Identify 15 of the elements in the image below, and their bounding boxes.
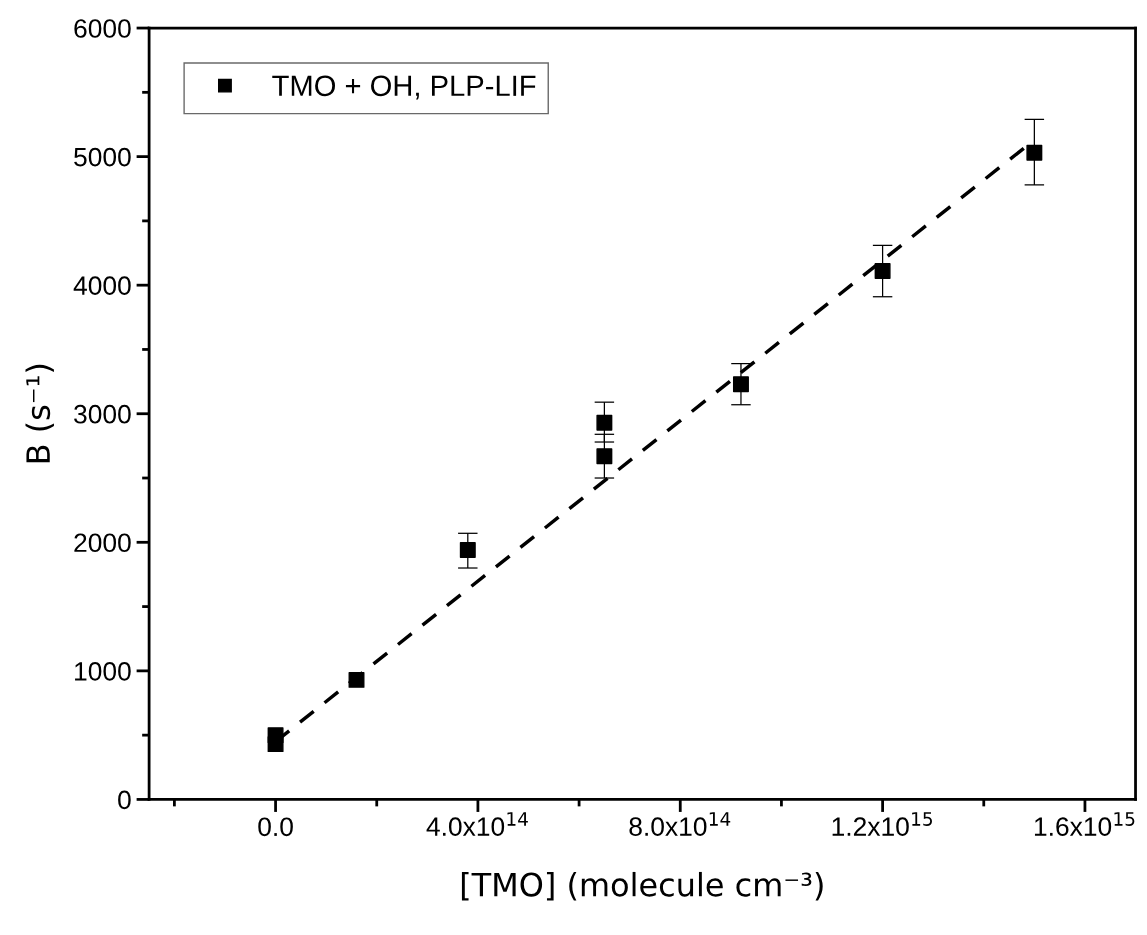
y-tick-label: 6000 [74, 19, 131, 38]
y-tick-label: 1000 [75, 662, 131, 681]
x-tick-label: 1.2x10$^{15}$ [832, 812, 932, 836]
y-tick-label: 3000 [74, 404, 131, 424]
x-tick-label: 4.0x10$^{14}$ [426, 812, 528, 836]
x-tick-label: 1.6x10$^{15}$ [1034, 812, 1135, 836]
x-axis-title: [TMO] (molecule cm⁻³) [461, 871, 823, 901]
y-tick-label: 4000 [73, 276, 131, 295]
y-axis-title: B (s⁻¹) [25, 364, 54, 463]
y-tick-label: 2000 [74, 533, 131, 553]
y-tick-label: 5000 [74, 147, 131, 167]
legend-label: TMO + OH, PLP-LIF [272, 75, 536, 100]
x-tick-label: 8.0x10$^{14}$ [629, 812, 731, 836]
x-tick-label: 0.0 [258, 817, 293, 837]
y-tick-label: 0 [118, 790, 131, 810]
